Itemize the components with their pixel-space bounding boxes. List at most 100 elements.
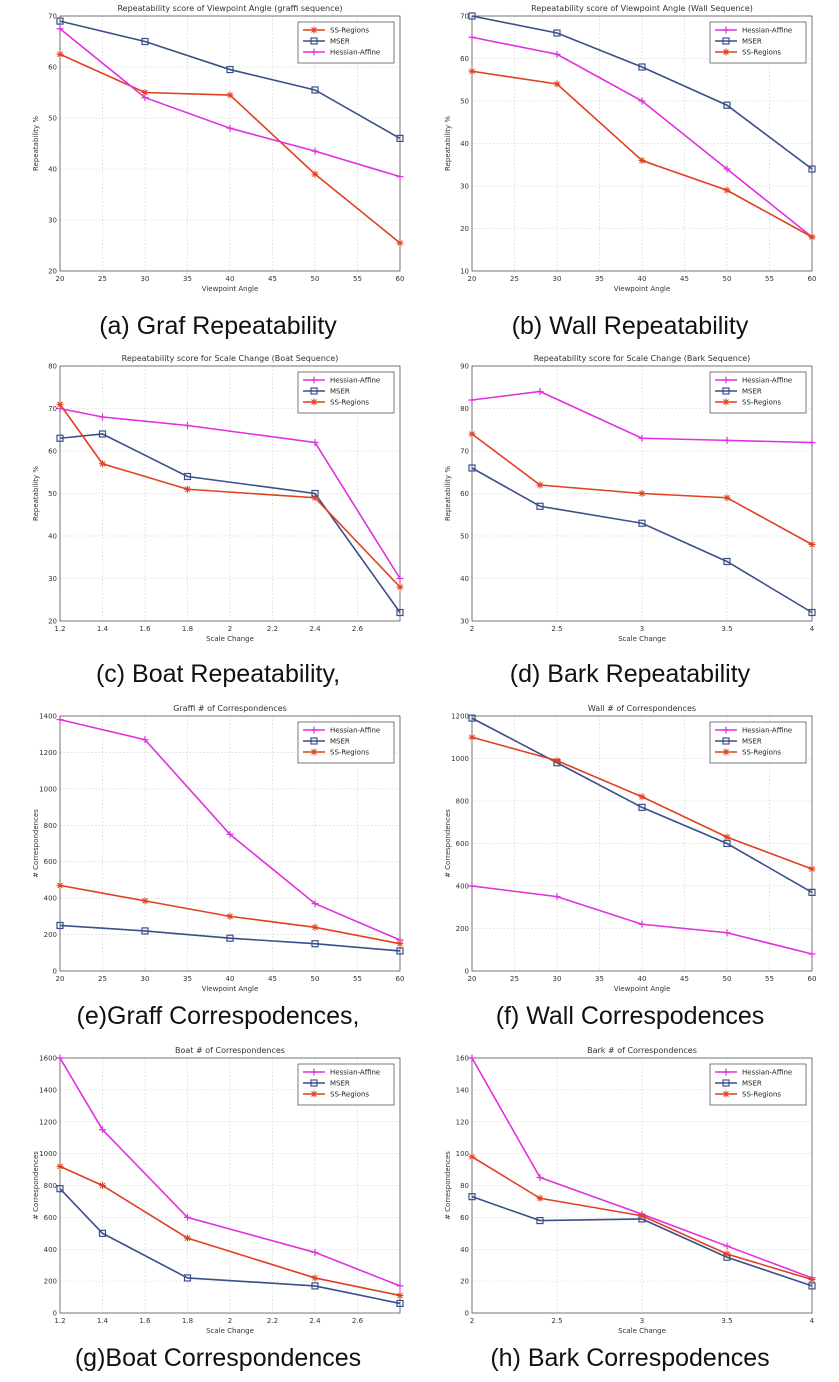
legend: Hessian-Affine MSER SS-Regions bbox=[297, 371, 395, 414]
data-point-ss-regions bbox=[638, 1212, 646, 1220]
data-point-hessian-affine bbox=[184, 1213, 191, 1221]
series-line-mser bbox=[59, 20, 401, 140]
x-tick-label: 2 bbox=[228, 625, 232, 633]
data-point-mser bbox=[98, 1229, 107, 1237]
data-point-mser bbox=[723, 101, 731, 109]
x-tick-label: 1.2 bbox=[54, 1317, 65, 1325]
series-mser bbox=[468, 464, 816, 617]
data-point-mser bbox=[808, 888, 816, 896]
x-tick-label: 20 bbox=[56, 975, 65, 983]
y-axis-label: # Correspondences bbox=[32, 1151, 40, 1220]
data-point-ss-regions bbox=[468, 67, 476, 75]
data-point-ss-regions bbox=[536, 1194, 544, 1202]
y-tick-label: 20 bbox=[460, 1278, 469, 1286]
chart-f: 20 25 30 35 40 45 50 55 60020040060080010001200W… bbox=[444, 704, 816, 993]
x-tick-label: 60 bbox=[808, 275, 817, 283]
series-line-mser bbox=[59, 433, 401, 613]
caption-g: (g)Boat Correspondences bbox=[74, 1344, 362, 1372]
caption-c: (c) Boat Repeatability, bbox=[95, 660, 341, 688]
axes-box bbox=[59, 365, 401, 622]
legend: Hessian-Affine MSER SS-Regions bbox=[709, 721, 807, 764]
axes-box bbox=[471, 1057, 813, 1314]
data-point-mser bbox=[141, 927, 149, 935]
data-point-ss-regions bbox=[311, 1274, 319, 1282]
data-point-mser bbox=[638, 803, 646, 811]
data-point-mser bbox=[396, 947, 404, 955]
series-hessian-affine bbox=[468, 882, 816, 958]
caption-b: (b) Wall Repeatability bbox=[511, 312, 749, 340]
x-tick-label: 35 bbox=[595, 975, 604, 983]
series-ss-regions bbox=[468, 67, 816, 241]
series-ss-regions bbox=[56, 50, 404, 247]
data-point-ss-regions bbox=[468, 733, 476, 741]
data-point-ss-regions bbox=[396, 940, 404, 948]
data-point-mser bbox=[56, 1185, 64, 1193]
data-point-ss-regions bbox=[468, 430, 476, 438]
series-hessian-affine bbox=[468, 388, 816, 446]
y-axis-label: Repeatability % bbox=[32, 116, 40, 171]
y-tick-label: 1000 bbox=[39, 1150, 57, 1158]
series-ss-regions bbox=[468, 733, 816, 873]
legend-marker-mser bbox=[310, 737, 318, 745]
y-axis-label: # Correspondences bbox=[444, 1151, 452, 1220]
data-point-ss-regions bbox=[56, 400, 64, 408]
data-point-hessian-affine bbox=[56, 25, 64, 33]
data-point-mser bbox=[468, 714, 476, 722]
y-axis-label: # Correspondences bbox=[32, 809, 40, 878]
data-point-mser bbox=[56, 434, 64, 442]
legend-marker-ss-regions bbox=[310, 26, 318, 34]
legend-label-hessian-affine: Hessian-Affine bbox=[330, 49, 380, 57]
legend-marker-hessian-affine bbox=[722, 726, 730, 734]
x-tick-label: 20 bbox=[468, 275, 477, 283]
y-tick-label: 80 bbox=[460, 405, 469, 413]
data-point-mser bbox=[808, 165, 816, 173]
data-point-mser bbox=[141, 37, 149, 46]
x-tick-label: 45 bbox=[680, 975, 689, 983]
y-tick-label: 1000 bbox=[39, 785, 57, 793]
data-point-hessian-affine bbox=[468, 882, 476, 890]
legend-label-ss-regions: SS-Regions bbox=[742, 1091, 781, 1099]
legend-label-mser: MSER bbox=[330, 1080, 350, 1088]
y-tick-label: 600 bbox=[44, 1214, 57, 1222]
x-tick-label: 30 bbox=[553, 975, 562, 983]
series-ss-regions bbox=[468, 1153, 816, 1284]
legend: SS-Regions MSER Hessian-Affine bbox=[297, 21, 395, 64]
data-point-ss-regions bbox=[553, 80, 561, 88]
legend-label-hessian-affine: Hessian-Affine bbox=[742, 377, 792, 385]
x-tick-label: 25 bbox=[510, 975, 519, 983]
x-tick-label: 20 bbox=[56, 275, 65, 283]
data-point-mser bbox=[311, 86, 319, 94]
data-point-mser bbox=[723, 557, 731, 566]
data-point-ss-regions bbox=[638, 490, 646, 497]
chart-panel-a: 20 25 30 35 40 45 50 55 60 20 30 40 50 60 70 Repeatabil… bbox=[18, 0, 418, 340]
data-point-ss-regions bbox=[56, 881, 64, 889]
y-tick-label: 50 bbox=[460, 533, 469, 541]
y-tick-label: 40 bbox=[460, 140, 469, 148]
data-point-hessian-affine bbox=[638, 920, 646, 928]
y-tick-label: 800 bbox=[44, 1182, 57, 1190]
chart-title: Boat # of Correspondences bbox=[175, 1046, 285, 1055]
chart-panel-h: 2 2.5 3 3.5 4 0 20 40 60 80 100 120 140 160 Bark # of … bbox=[430, 1042, 830, 1382]
y-tick-label: 30 bbox=[48, 575, 57, 583]
data-point-mser bbox=[98, 430, 107, 438]
caption-h: (h) Bark Correspodences bbox=[490, 1344, 770, 1372]
data-point-hessian-affine bbox=[99, 1126, 106, 1134]
data-point-hessian-affine bbox=[226, 830, 234, 838]
series-mser bbox=[56, 921, 404, 955]
data-point-ss-regions bbox=[723, 186, 731, 194]
x-tick-label: 2.6 bbox=[352, 1317, 364, 1325]
legend-label-hessian-affine: Hessian-Affine bbox=[742, 727, 792, 735]
data-point-hessian-affine bbox=[638, 97, 646, 105]
y-tick-label: 60 bbox=[48, 64, 57, 72]
data-point-mser bbox=[396, 134, 404, 142]
data-point-hessian-affine bbox=[723, 165, 731, 173]
legend-marker-ss-regions bbox=[722, 1090, 730, 1098]
x-tick-label: 45 bbox=[680, 275, 689, 283]
legend-marker-hessian-affine bbox=[310, 376, 318, 384]
chart-d: 2 2.5 3 3.5 4 30 40 50 60 70 80 90 Repeatability sco… bbox=[444, 354, 816, 643]
data-point-ss-regions bbox=[396, 583, 404, 591]
x-tick-label: 30 bbox=[141, 275, 150, 283]
x-tick-label: 3.5 bbox=[721, 625, 732, 633]
x-tick-label: 50 bbox=[311, 275, 320, 283]
y-tick-label: 60 bbox=[460, 55, 469, 63]
